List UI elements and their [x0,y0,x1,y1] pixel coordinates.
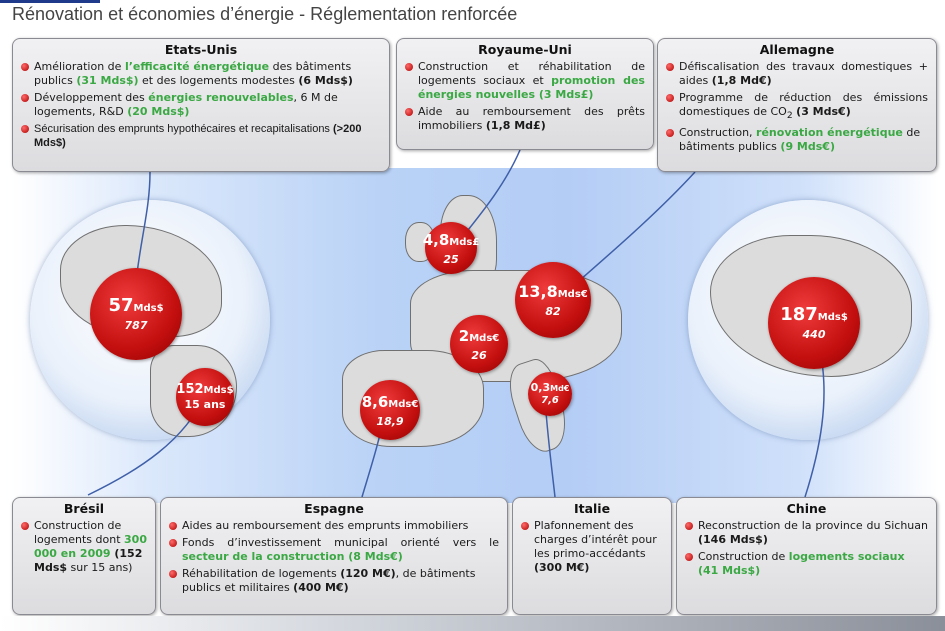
spain-item-3: Réhabilitation de logements (120 M€), de… [169,567,499,595]
bubble-uk: 4,8Mds£ 25 [422,222,480,274]
italy-item-1: Plafonnement des charges d’intérêt pour … [521,519,663,575]
bubble-usa-amount: 57 [108,295,134,316]
bubble-spain: 8,6Mds€ 18,9 [360,380,420,440]
bubble-france: 2Mds€ 26 [450,315,508,373]
bubble-germany-amount: 13,8 [518,282,558,301]
bubble-spain-unit: Mds€ [388,399,419,410]
brazil-box-title: Brésil [63,501,105,516]
page-title: Rénovation et économies d’énergie - Régl… [12,4,518,24]
bullet-icon [685,522,693,530]
uk-box: Royaume-Uni Construction et réhabilitati… [396,38,654,150]
bubble-usa: 57Mds$ 787 [90,268,182,360]
bubble-spain-amount: 8,6 [361,393,389,411]
usa-item-1: Amélioration de l’efficacité énergétique… [21,60,381,88]
bubble-germany: 13,8Mds€ 82 [515,262,591,338]
bubble-germany-unit: Mds€ [557,289,588,300]
germany-box: Allemagne Défiscalisation des travaux do… [657,38,937,172]
spain-box-title: Espagne [304,501,364,516]
bubble-spain-sub: 18,9 [376,415,404,428]
usa-box: Etats-Unis Amélioration de l’efficacité … [12,38,390,172]
bubble-uk-unit: Mds£ [449,237,480,248]
bullet-icon [21,94,29,102]
title-accent-bar [0,0,100,3]
bubble-brazil: 152Mds$ 15 ans [176,368,234,426]
bullet-icon [169,522,177,530]
bubble-uk-sub: 25 [443,253,459,266]
germany-item-3: Construction, rénovation énergétique de … [666,126,928,154]
italy-box-title: Italie [573,501,611,516]
bottom-decor-bar [0,616,945,631]
germany-item-1: Défiscalisation des travaux domestiques … [666,60,928,88]
usa-box-title: Etats-Unis [164,42,238,57]
bubble-italy: 0,3Md€ 7,6 [528,372,572,416]
spain-item-2: Fonds d’investissement municipal orienté… [169,536,499,564]
bubble-usa-unit: Mds$ [133,303,164,314]
uk-item-2: Aide au remboursement des prêts immobili… [405,105,645,133]
bubble-brazil-unit: Mds$ [203,385,234,396]
italy-box: Italie Plafonnement des charges d’intérê… [512,497,672,615]
bubble-usa-sub: 787 [124,319,148,332]
bullet-icon [405,63,413,71]
bubble-france-amount: 2 [458,327,470,345]
usa-item-2: Développement des énergies renouvelables… [21,91,381,119]
bullet-icon [405,108,413,116]
bubble-italy-sub: 7,6 [541,395,559,406]
uk-box-title: Royaume-Uni [478,42,572,57]
bubble-china-unit: Mds$ [817,312,848,323]
bullet-icon [666,63,674,71]
bubble-brazil-sub: 15 ans [184,398,226,411]
spain-box: Espagne Aides au remboursement des empru… [160,497,508,615]
bullet-icon [21,63,29,71]
bullet-icon [169,539,177,547]
bubble-china-amount: 187 [780,304,818,325]
bubble-china: 187Mds$ 440 [768,277,860,369]
bullet-icon [685,553,693,561]
bubble-france-sub: 26 [471,349,487,362]
bullet-icon [666,129,674,138]
bubble-germany-sub: 82 [545,305,561,318]
china-box-title: Chine [786,501,827,516]
bubble-france-unit: Mds€ [469,333,500,344]
china-item-2: Construction de logements sociaux (41 Md… [685,550,928,578]
germany-box-title: Allemagne [759,42,835,57]
bubble-italy-amount: 0,3 [530,381,551,394]
china-box: Chine Reconstruction de la province du S… [676,497,937,615]
brazil-item-1: Construction de logements dont 300 000 e… [21,519,147,575]
uk-item-1: Construction et réhabilitation de logeme… [405,60,645,102]
bubble-italy-unit: Md€ [550,384,570,393]
bubble-china-sub: 440 [802,328,826,341]
germany-item-2: Programme de réduction des émissions dom… [666,91,928,123]
bullet-icon [169,570,177,578]
spain-item-1: Aides au remboursement des emprunts immo… [169,519,499,533]
china-item-1: Reconstruction de la province du Sichuan… [685,519,928,547]
bullet-icon [666,94,674,102]
bubble-uk-amount: 4,8 [422,231,450,249]
bubble-brazil-amount: 152 [176,382,204,397]
bullet-icon [21,125,29,133]
brazil-box: Brésil Construction de logements dont 30… [12,497,156,615]
bullet-icon [21,522,29,530]
bullet-icon [521,522,529,530]
usa-item-3: Sécurisation des emprunts hypothécaires … [21,122,381,150]
